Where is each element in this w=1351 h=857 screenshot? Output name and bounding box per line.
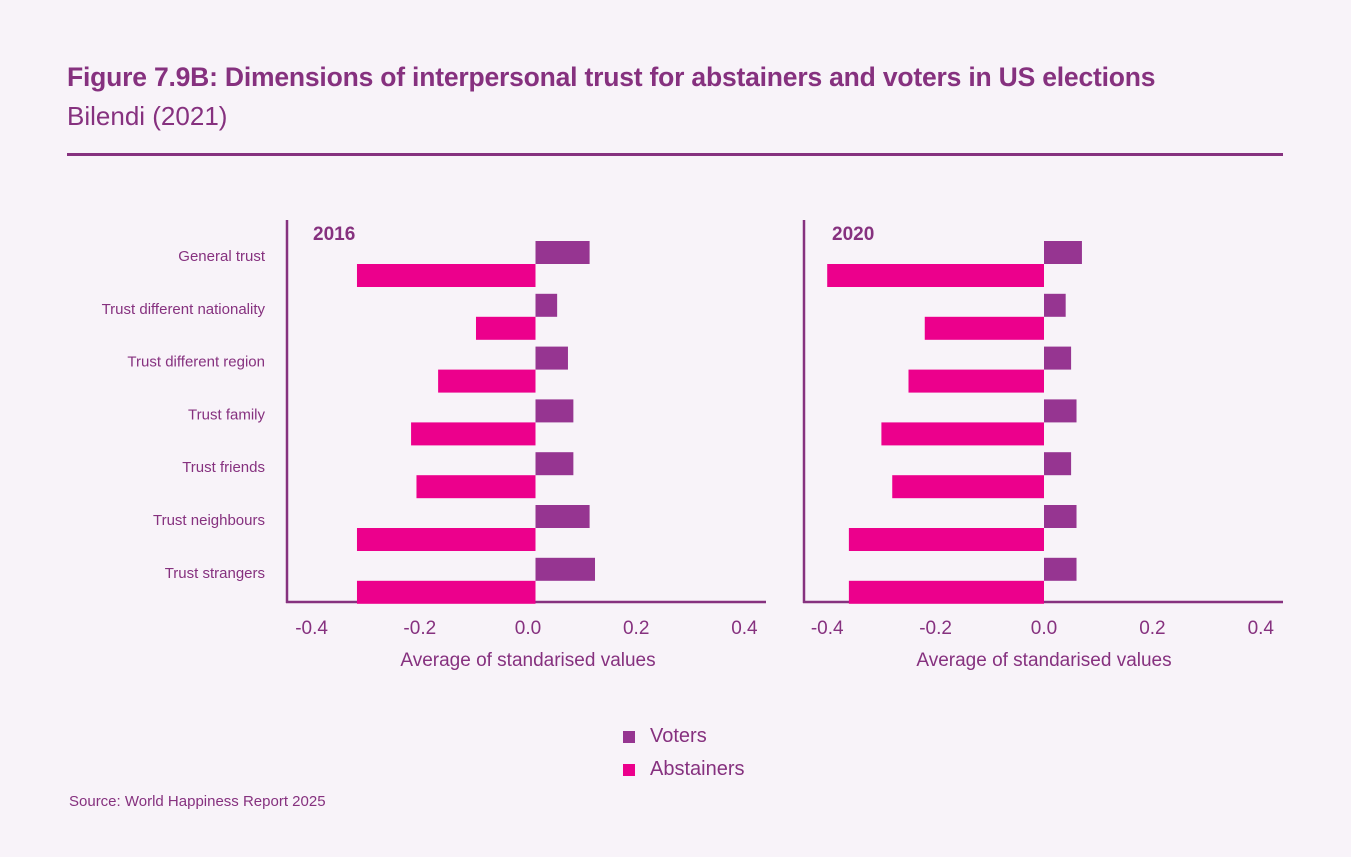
figure-subtitle: Bilendi (2021) [67,101,228,131]
figure-title: Figure 7.9B: Dimensions of interpersonal… [67,62,1156,92]
bar-abstainers-trust-friends [892,475,1044,499]
bar-abstainers-trust-neighbours [356,528,536,551]
bar-abstainers-trust-different-nationality [475,316,536,340]
panel-title: 2016 [313,224,355,245]
bar-voters-trust-strangers [535,557,596,581]
x-tick-label: 0.2 [623,618,649,639]
bar-abstainers-trust-family [411,422,536,446]
bar-voters-trust-neighbours [535,505,590,528]
legend-label-abstainers: Abstainers [650,758,745,780]
bar-voters-general-trust [535,241,590,264]
legend-item-abstainers: Abstainers [623,753,745,786]
bar-abstainers-general-trust [356,264,536,287]
bar-abstainers-trust-different-nationality [924,316,1044,340]
x-tick-label: 0.4 [1248,618,1275,639]
title-divider [67,153,1283,156]
bar-abstainers-trust-neighbours [848,528,1044,551]
bar-voters-general-trust [1044,241,1082,264]
panel-2020: 2020 -0.4 -0.2 0.0 0.2 0.4 Average of standari… [802,220,1283,671]
legend-label-voters: Voters [650,725,707,747]
x-tick-label: -0.2 [919,618,952,639]
bar-voters-trust-family [535,399,574,423]
category-label: Trust different region [127,354,265,371]
x-tick-label: -0.4 [811,618,844,639]
legend-swatch-abstainers [623,763,635,776]
x-axis-label: Average of standarised values [916,650,1171,671]
bar-abstainers-trust-family [881,422,1044,446]
bar-abstainers-trust-friends [416,475,536,499]
bar-abstainers-general-trust [827,264,1044,287]
bar-abstainers-trust-strangers [848,580,1044,604]
bar-voters-trust-strangers [1044,557,1077,581]
bar-voters-trust-friends [1044,452,1072,476]
bar-voters-trust-different-region [535,346,568,370]
x-tick-label: 0.2 [1139,618,1165,639]
x-axis-label: Average of standarised values [400,650,655,671]
x-tick-label: 0.0 [515,618,541,639]
panel-2016: 2016 -0.4 -0.2 0.0 0.2 0.4 Average of standari… [285,220,766,671]
bar-voters-trust-different-region [1044,346,1072,370]
bar-voters-trust-friends [535,452,574,476]
x-tick-label: -0.4 [295,618,328,639]
legend-item-voters: Voters [623,720,745,753]
bar-voters-trust-family [1044,399,1077,423]
x-tick-label: -0.2 [403,618,436,639]
bar-abstainers-trust-strangers [356,580,536,604]
legend: Voters Abstainers [623,720,745,786]
category-label: Trust friends [182,459,265,476]
category-label: Trust family [188,406,265,423]
bar-abstainers-trust-different-region [908,369,1044,393]
panel-title: 2020 [832,224,874,245]
category-label: General trust [178,248,266,265]
x-tick-label: 0.4 [731,618,758,639]
bar-abstainers-trust-different-region [438,369,536,393]
bar-voters-trust-different-nationality [535,293,558,317]
category-label: Trust strangers [165,565,265,582]
legend-swatch-voters [623,730,635,743]
x-tick-label: 0.0 [1031,618,1057,639]
bar-voters-trust-different-nationality [1044,293,1066,317]
category-label: Trust different nationality [102,301,266,318]
source-note: Source: World Happiness Report 2025 [69,793,326,810]
category-labels: General trust Trust different nationality… [102,248,266,582]
category-label: Trust neighbours [153,512,265,529]
bar-voters-trust-neighbours [1044,505,1077,528]
